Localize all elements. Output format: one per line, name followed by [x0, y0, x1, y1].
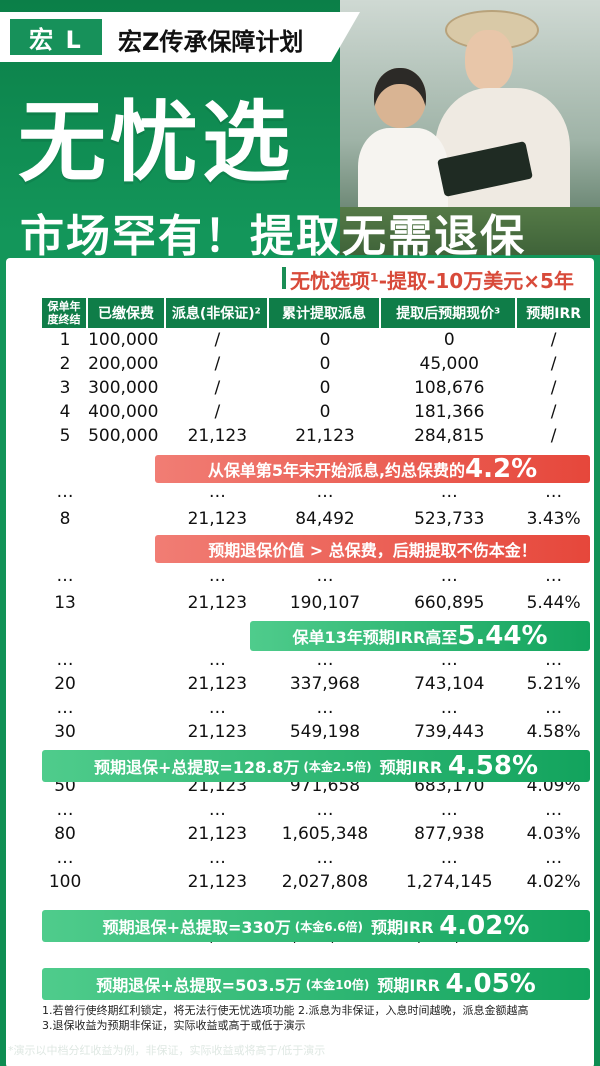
plan-name: 宏Z传承保障计划	[118, 28, 304, 56]
table-row: 30 21,123 549,198 739,443 4.58%	[54, 722, 581, 742]
footnote-1-2: 1.若曾行使终期红利锁定，将无法行使无忧选项功能 2.派息为非保证，入息时间越晚…	[42, 1004, 529, 1017]
hero-tagline: 市场罕有！提取无需退保	[20, 211, 526, 262]
col-dividend: 派息(非保证)²	[165, 298, 269, 328]
boy-head	[374, 68, 426, 128]
banner-total-120: 预期退保+总提取=503.5万 (本金10倍) 预期IRR 4.05%	[42, 968, 590, 1000]
hero-title: 无忧选	[18, 91, 295, 194]
table-row: 3 300,000/0 108,676/	[59, 378, 557, 398]
table-row: 20 21,123 337,968 743,104 5.21%	[54, 674, 581, 694]
col-cash-value: 提取后预期现价³	[381, 298, 518, 328]
table-row: 4 400,000/0 181,366/	[59, 402, 557, 422]
brand-logo: 宏 L	[10, 19, 102, 55]
footnote-3: 3.退保收益为预期非保证，实际收益或高于或低于演示	[42, 1019, 306, 1032]
table-row: 2 200,000/0 45,000/	[59, 354, 557, 374]
banner-dividend-start: 从保单第5年末开始派息,约总保费的 4.2%	[155, 454, 590, 484]
table-row: 1 100,000/0 0/	[59, 330, 557, 350]
table-row: ……………	[56, 650, 563, 670]
table-row: 13 21,123 190,107 660,895 5.44%	[54, 593, 581, 613]
table-row: ……………	[56, 698, 563, 718]
table-row: 100 21,123 2,027,808 1,274,145 4.02%	[48, 872, 581, 892]
col-year: 保单年度终结	[42, 298, 89, 328]
col-irr: 预期IRR	[517, 298, 590, 328]
table-row: ……………	[56, 566, 563, 586]
woman-head	[465, 30, 513, 90]
banner-surrender-value: 预期退保价值 > 总保费，后期提取不伤本金！	[155, 535, 590, 563]
table-row: 8 21,123 84,492 523,733 3.43%	[59, 509, 581, 529]
hero-photo	[340, 0, 600, 255]
col-cumulative: 累计提取派息	[268, 298, 382, 328]
banner-irr-13: 保单13年预期IRR高至 5.44%	[250, 621, 590, 651]
col-premium: 已缴保费	[88, 298, 166, 328]
table-row: ……………	[56, 848, 563, 868]
table-row: ……………	[56, 800, 563, 820]
banner-total-100: 预期退保+总提取=330万 (本金6.6倍) 预期IRR 4.02%	[42, 910, 590, 942]
banner-total-30: 预期退保+总提取=128.8万 (本金2.5倍) 预期IRR 4.58%	[42, 750, 590, 782]
table-row: 80 21,123 1,605,348 877,938 4.03%	[54, 824, 581, 844]
table-row: 5 500,000 21,123 21,123 284,815/	[59, 426, 557, 446]
disclaimer: *演示以中档分红收益为例，非保证，实际收益或将高于/低于演示	[8, 1044, 326, 1057]
option-subtitle: 无忧选项¹-提取-10万美元×5年	[282, 265, 574, 294]
table-row: ……………	[56, 482, 563, 502]
